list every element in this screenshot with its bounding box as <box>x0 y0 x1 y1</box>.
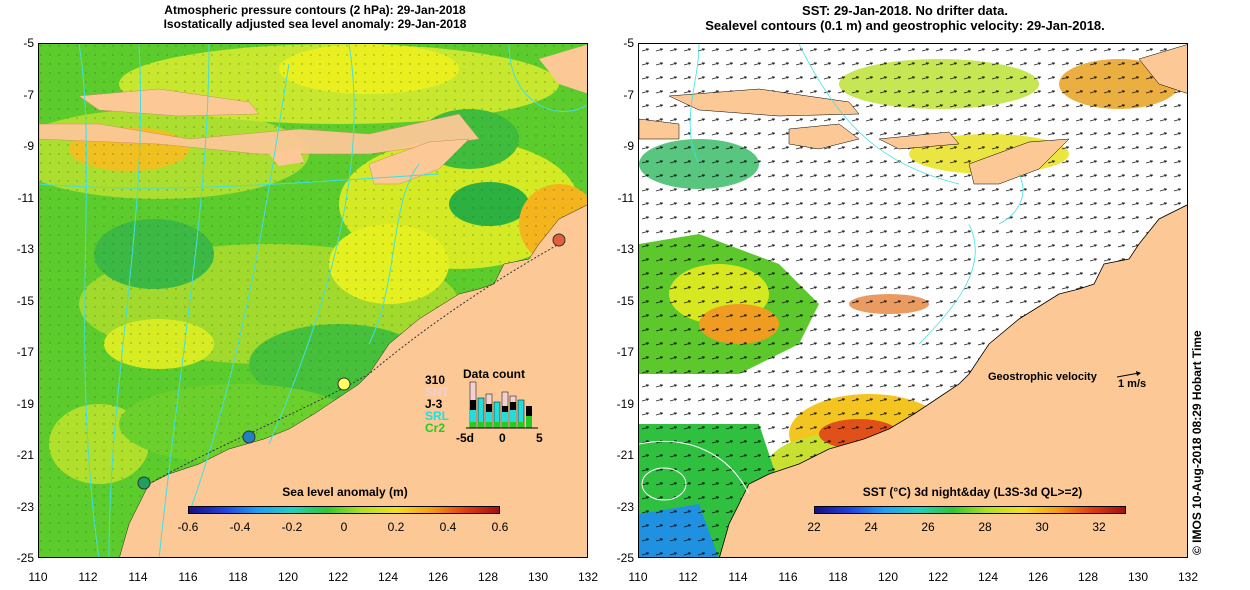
x-tick-label: 126 <box>1027 570 1049 584</box>
y-tick-label: -25 <box>616 551 634 565</box>
colorbar-tick: -0.2 <box>281 520 303 534</box>
sst-colorbar-title: SST (°C) 3d night&day (L3S-3d QL>=2) <box>862 485 1083 499</box>
y-tick-label: -25 <box>16 551 34 565</box>
colorbar-tick: 22 <box>807 520 821 534</box>
y-tick-label: -11 <box>17 190 34 205</box>
x-tick-label: 114 <box>728 570 748 584</box>
y-tick-label: -13 <box>616 242 634 256</box>
y-tick-label: -9 <box>23 139 34 153</box>
y-tick-label: -23 <box>16 499 34 514</box>
sea-level-colorbar-title: Sea level anomaly (m) <box>282 485 408 499</box>
data-count-axis-start: -5d <box>456 431 474 445</box>
series-label-cr2: Cr2 <box>425 421 446 435</box>
sea-level-colorbar <box>188 506 500 514</box>
right-map-title: SST: 29-Jan-2018. No drifter data. Seale… <box>640 3 1170 33</box>
pressure-contours <box>39 44 587 557</box>
x-tick-label: 118 <box>828 570 848 584</box>
series-label-j3: J-3 <box>425 397 443 411</box>
colorbar-tick: 0.6 <box>491 520 509 534</box>
series-label-snt: SNT <box>425 385 449 399</box>
colorbar-tick: 0.4 <box>439 520 457 534</box>
y-tick-label: -19 <box>616 396 634 411</box>
data-count-axis-zero: 0 <box>499 431 506 445</box>
y-tick-label: -17 <box>16 345 34 359</box>
x-tick-label: 130 <box>1127 570 1149 584</box>
x-tick-label: 128 <box>477 570 499 584</box>
y-tick-label: -21 <box>16 448 34 462</box>
sst-colorbar <box>814 506 1126 514</box>
velocity-legend-unit: 1 m/s <box>1118 378 1147 390</box>
y-tick-label: -13 <box>16 242 34 256</box>
velocity-legend-arrow <box>1116 371 1141 378</box>
x-tick-label: 116 <box>178 570 198 584</box>
data-count-axis-end: 5 <box>536 431 543 445</box>
tide-gauge-marker <box>137 476 151 490</box>
x-tick-label: 116 <box>778 570 798 584</box>
left-title-line1: Atmospheric pressure contours (2 hPa): 2… <box>164 3 466 17</box>
x-tick-label: 128 <box>1077 570 1099 584</box>
colorbar-tick: 24 <box>864 520 878 534</box>
x-tick-label: 118 <box>228 570 248 584</box>
x-tick-label: 122 <box>927 570 949 584</box>
data-count-bars <box>466 381 538 429</box>
y-tick-label: -9 <box>623 139 634 153</box>
colorbar-tick: 0 <box>340 520 348 534</box>
y-tick-label: -15 <box>616 293 634 308</box>
tide-gauge-marker <box>337 377 351 391</box>
left-map-title: Atmospheric pressure contours (2 hPa): 2… <box>100 3 530 31</box>
x-tick-label: 130 <box>527 570 549 584</box>
sst-map-svg <box>639 44 1187 557</box>
sea-level-anomaly-map <box>38 43 588 558</box>
colorbar-tick: -0.4 <box>229 520 251 534</box>
y-tick-label: -21 <box>616 448 634 462</box>
y-tick-label: -5 <box>23 36 34 50</box>
imos-credit: © IMOS 10-Aug-2018 08:29 Hobart Time <box>1190 330 1204 555</box>
colorbar-tick: 26 <box>921 520 935 534</box>
x-tick-label: 120 <box>277 570 299 584</box>
colorbar-tick: 0.2 <box>387 520 405 534</box>
x-tick-label: 126 <box>427 570 449 584</box>
sealevel-contours-white <box>639 440 750 501</box>
y-tick-label: -5 <box>623 36 634 50</box>
y-tick-label: -7 <box>23 87 34 102</box>
colorbar-tick: 28 <box>978 520 992 534</box>
sealevel-contours <box>689 44 1024 345</box>
y-tick-label: -7 <box>623 87 634 102</box>
x-tick-label: 110 <box>28 570 48 584</box>
x-tick-label: 122 <box>327 570 349 584</box>
right-title-line1: SST: 29-Jan-2018. No drifter data. <box>802 3 1008 18</box>
australia-landmass <box>119 204 587 557</box>
series-label-srl: SRL <box>425 409 449 423</box>
sst-map <box>638 43 1188 558</box>
tide-gauge-marker <box>552 233 566 247</box>
y-tick-label: -23 <box>616 499 634 514</box>
tide-gauge-marker <box>242 430 256 444</box>
x-tick-label: 112 <box>678 570 698 584</box>
y-tick-label: -19 <box>16 396 34 411</box>
x-tick-label: 132 <box>1177 570 1199 584</box>
right-title-line2: Sealevel contours (0.1 m) and geostrophi… <box>705 18 1105 33</box>
x-tick-label: 132 <box>577 570 599 584</box>
colorbar-tick: -0.6 <box>177 520 199 534</box>
y-tick-label: -11 <box>617 190 634 205</box>
velocity-legend-label: Geostrophic velocity <box>988 371 1097 383</box>
left-title-line2: Isostatically adjusted sea level anomaly… <box>163 17 467 31</box>
data-count-max: 310 <box>425 373 446 387</box>
y-tick-label: -17 <box>616 345 634 359</box>
colorbar-tick: 32 <box>1092 520 1106 534</box>
y-tick-label: -15 <box>16 293 34 308</box>
x-tick-label: 124 <box>977 570 999 584</box>
data-count-title: Data count <box>463 367 526 381</box>
x-tick-label: 112 <box>78 570 98 584</box>
x-tick-label: 110 <box>628 570 648 584</box>
x-tick-label: 114 <box>128 570 148 584</box>
sea-level-map-svg <box>39 44 587 557</box>
australia-landmass <box>719 204 1187 557</box>
colorbar-tick: 30 <box>1035 520 1049 534</box>
x-tick-label: 124 <box>377 570 399 584</box>
x-tick-label: 120 <box>877 570 899 584</box>
